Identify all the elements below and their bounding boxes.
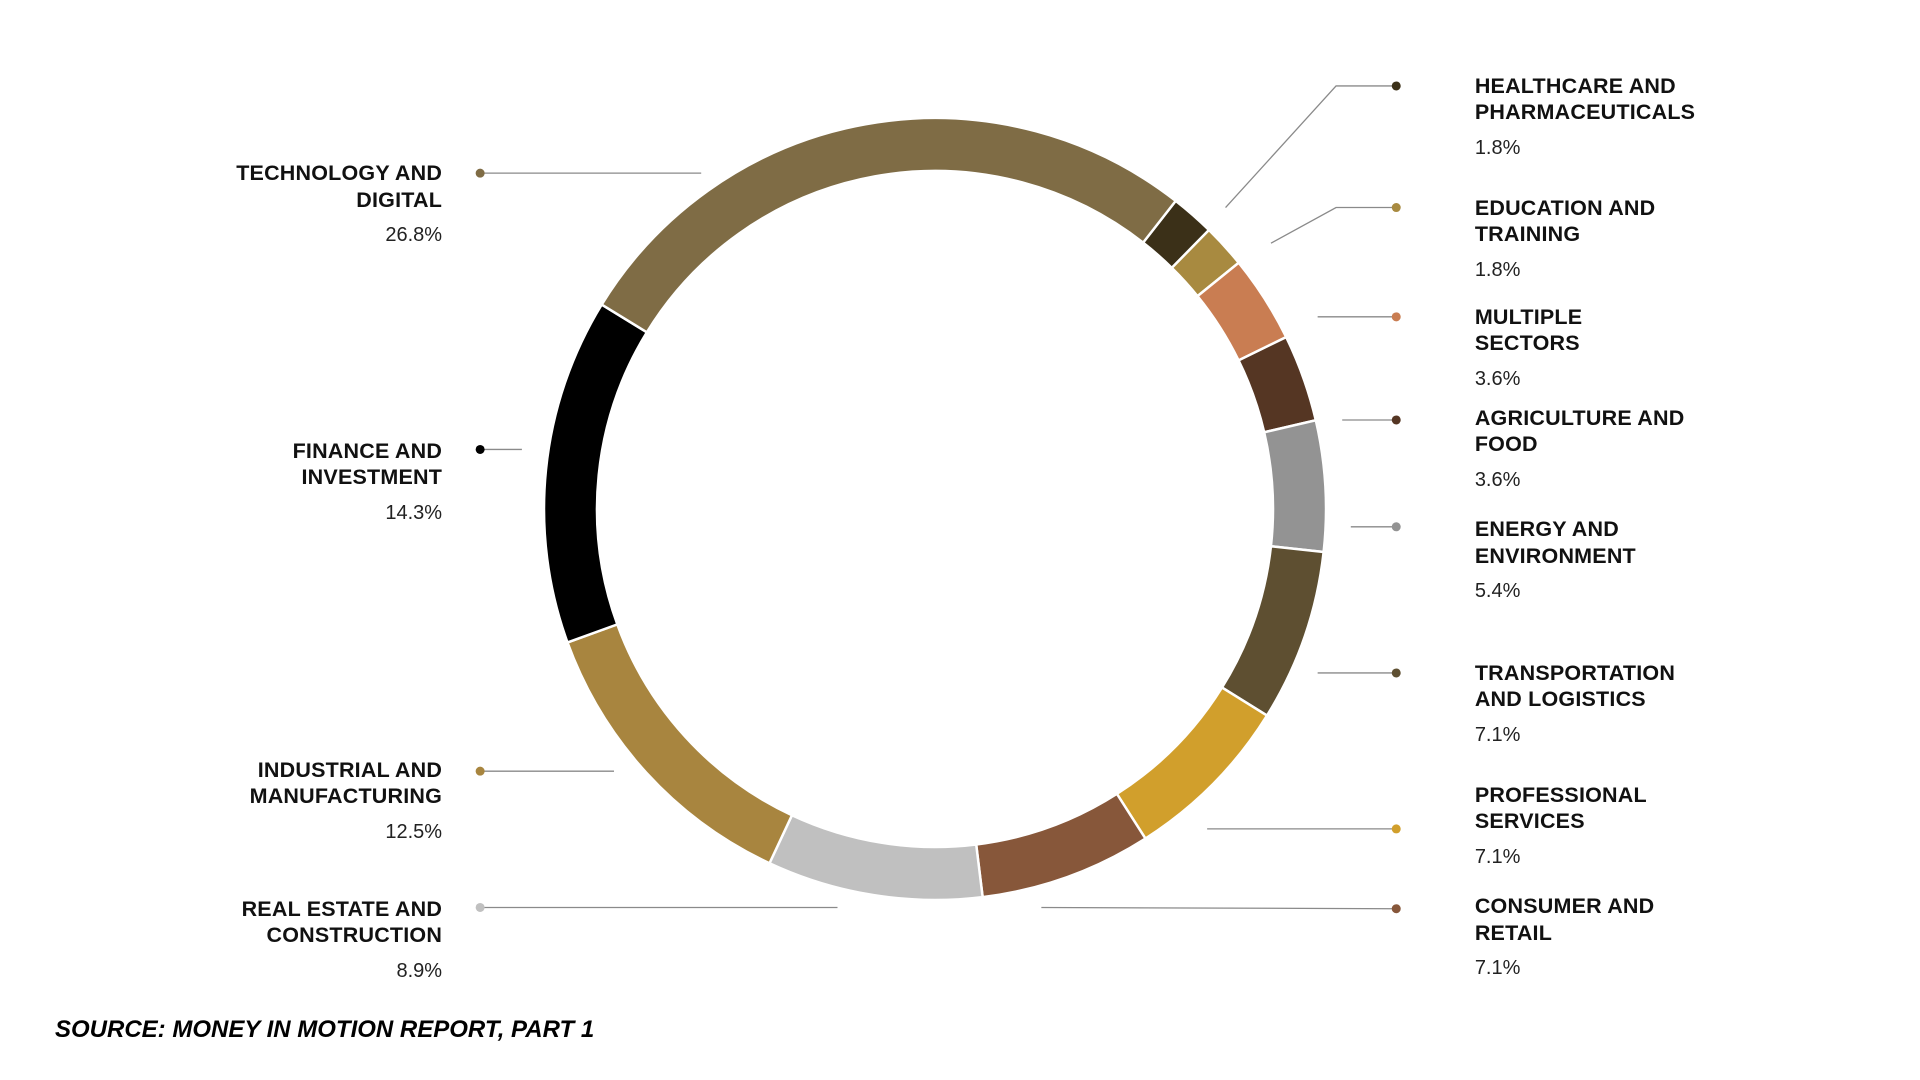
- slice-name: FOOD: [1474, 432, 1538, 457]
- slice-name: TRANSPORTATION: [1474, 660, 1676, 685]
- slice-percent: 1.8%: [1474, 258, 1521, 281]
- slice-name: MANUFACTURING: [249, 784, 443, 809]
- slice-percent: 14.3%: [385, 501, 443, 524]
- slice-percent: 5.4%: [1474, 580, 1521, 603]
- leader-dot: [1391, 824, 1401, 834]
- slice-percent: 7.1%: [1474, 957, 1521, 980]
- slice-name: INDUSTRIAL AND: [257, 757, 443, 782]
- leader-dot: [1391, 312, 1401, 322]
- leader-dot: [475, 902, 485, 912]
- donut-slice: [1262, 418, 1328, 554]
- source-note: SOURCE: MONEY IN MOTION REPORT, PART 1: [55, 1016, 595, 1043]
- donut-slice: [1115, 685, 1269, 841]
- slice-name: ENVIRONMENT: [1474, 543, 1636, 568]
- slice-label: TECHNOLOGY AND DIGITAL 26.8%: [112, 160, 442, 249]
- slice-name: TRAINING: [1474, 222, 1581, 247]
- leader-dot: [475, 766, 485, 776]
- slice-name: ENERGY AND: [1474, 517, 1619, 542]
- leader-dot: [1391, 904, 1401, 914]
- slice-percent: 7.1%: [1474, 845, 1521, 868]
- slice-label: INDUSTRIAL AND MANUFACTURING 12.5%: [112, 757, 443, 846]
- slice-label: MULTIPLE SECTORS 3.6%: [1475, 304, 1805, 393]
- leader-dot: [1391, 81, 1401, 91]
- leader-line: [1041, 906, 1397, 910]
- donut-slice: [565, 622, 794, 865]
- slice-name: FINANCE AND: [292, 438, 443, 463]
- slice-label: EDUCATION AND TRAINING 1.8%: [1475, 195, 1805, 284]
- slice-name: MULTIPLE: [1474, 304, 1583, 329]
- slice-percent: 3.6%: [1474, 468, 1521, 491]
- donut-slice: [1220, 544, 1326, 718]
- leader-dot: [1391, 203, 1401, 213]
- slice-name: TECHNOLOGY AND: [236, 161, 443, 186]
- donut-slice: [974, 792, 1148, 899]
- slice-name: SECTORS: [1474, 331, 1580, 356]
- slice-name: AND LOGISTICS: [1474, 687, 1646, 712]
- slice-label: HEALTHCARE AND PHARMACEUTICALS 1.8%: [1475, 73, 1805, 162]
- leader-line: [1270, 206, 1397, 244]
- slice-label: TRANSPORTATION AND LOGISTICS 7.1%: [1475, 660, 1805, 749]
- leader-dot: [1391, 415, 1401, 425]
- slice-percent: 3.6%: [1474, 367, 1521, 390]
- donut-slice: [767, 813, 985, 902]
- slice-name: AGRICULTURE AND: [1474, 405, 1685, 430]
- slice-name: PROFESSIONAL: [1474, 782, 1647, 807]
- slice-percent: 1.8%: [1474, 136, 1521, 159]
- slice-percent: 8.9%: [396, 959, 443, 982]
- slice-percent: 12.5%: [385, 820, 443, 843]
- slice-name: DIGITAL: [356, 187, 443, 212]
- donut-slice: [599, 116, 1178, 335]
- slice-name: CONSUMER AND: [1474, 894, 1655, 919]
- slice-name: INVESTMENT: [301, 465, 443, 490]
- slice-label: REAL ESTATE AND CONSTRUCTION 8.9%: [112, 896, 443, 985]
- leader-dot: [1391, 668, 1401, 678]
- slice-name: EDUCATION AND: [1474, 195, 1656, 220]
- leader-dot: [475, 444, 485, 454]
- leader-line: [1225, 85, 1397, 208]
- leader-dot: [475, 168, 485, 178]
- slice-percent: 26.8%: [385, 224, 443, 247]
- slice-name: RETAIL: [1474, 920, 1553, 945]
- slice-label: CONSUMER AND RETAIL 7.1%: [1475, 893, 1805, 982]
- slice-label: ENERGY AND ENVIRONMENT 5.4%: [1475, 516, 1805, 605]
- slice-name: HEALTHCARE AND: [1474, 73, 1676, 98]
- donut-slice: [542, 302, 649, 645]
- slice-label: PROFESSIONAL SERVICES 7.1%: [1475, 782, 1805, 871]
- slice-name: SERVICES: [1474, 809, 1585, 834]
- slice-name: REAL ESTATE AND: [241, 896, 443, 921]
- slice-label: FINANCE AND INVESTMENT 14.3%: [112, 438, 443, 527]
- slice-name: PHARMACEUTICALS: [1474, 100, 1696, 125]
- leader-dot: [1391, 522, 1401, 532]
- slice-name: CONSTRUCTION: [266, 923, 443, 948]
- slice-percent: 7.1%: [1474, 723, 1521, 746]
- slice-label: AGRICULTURE AND FOOD 3.6%: [1475, 405, 1805, 494]
